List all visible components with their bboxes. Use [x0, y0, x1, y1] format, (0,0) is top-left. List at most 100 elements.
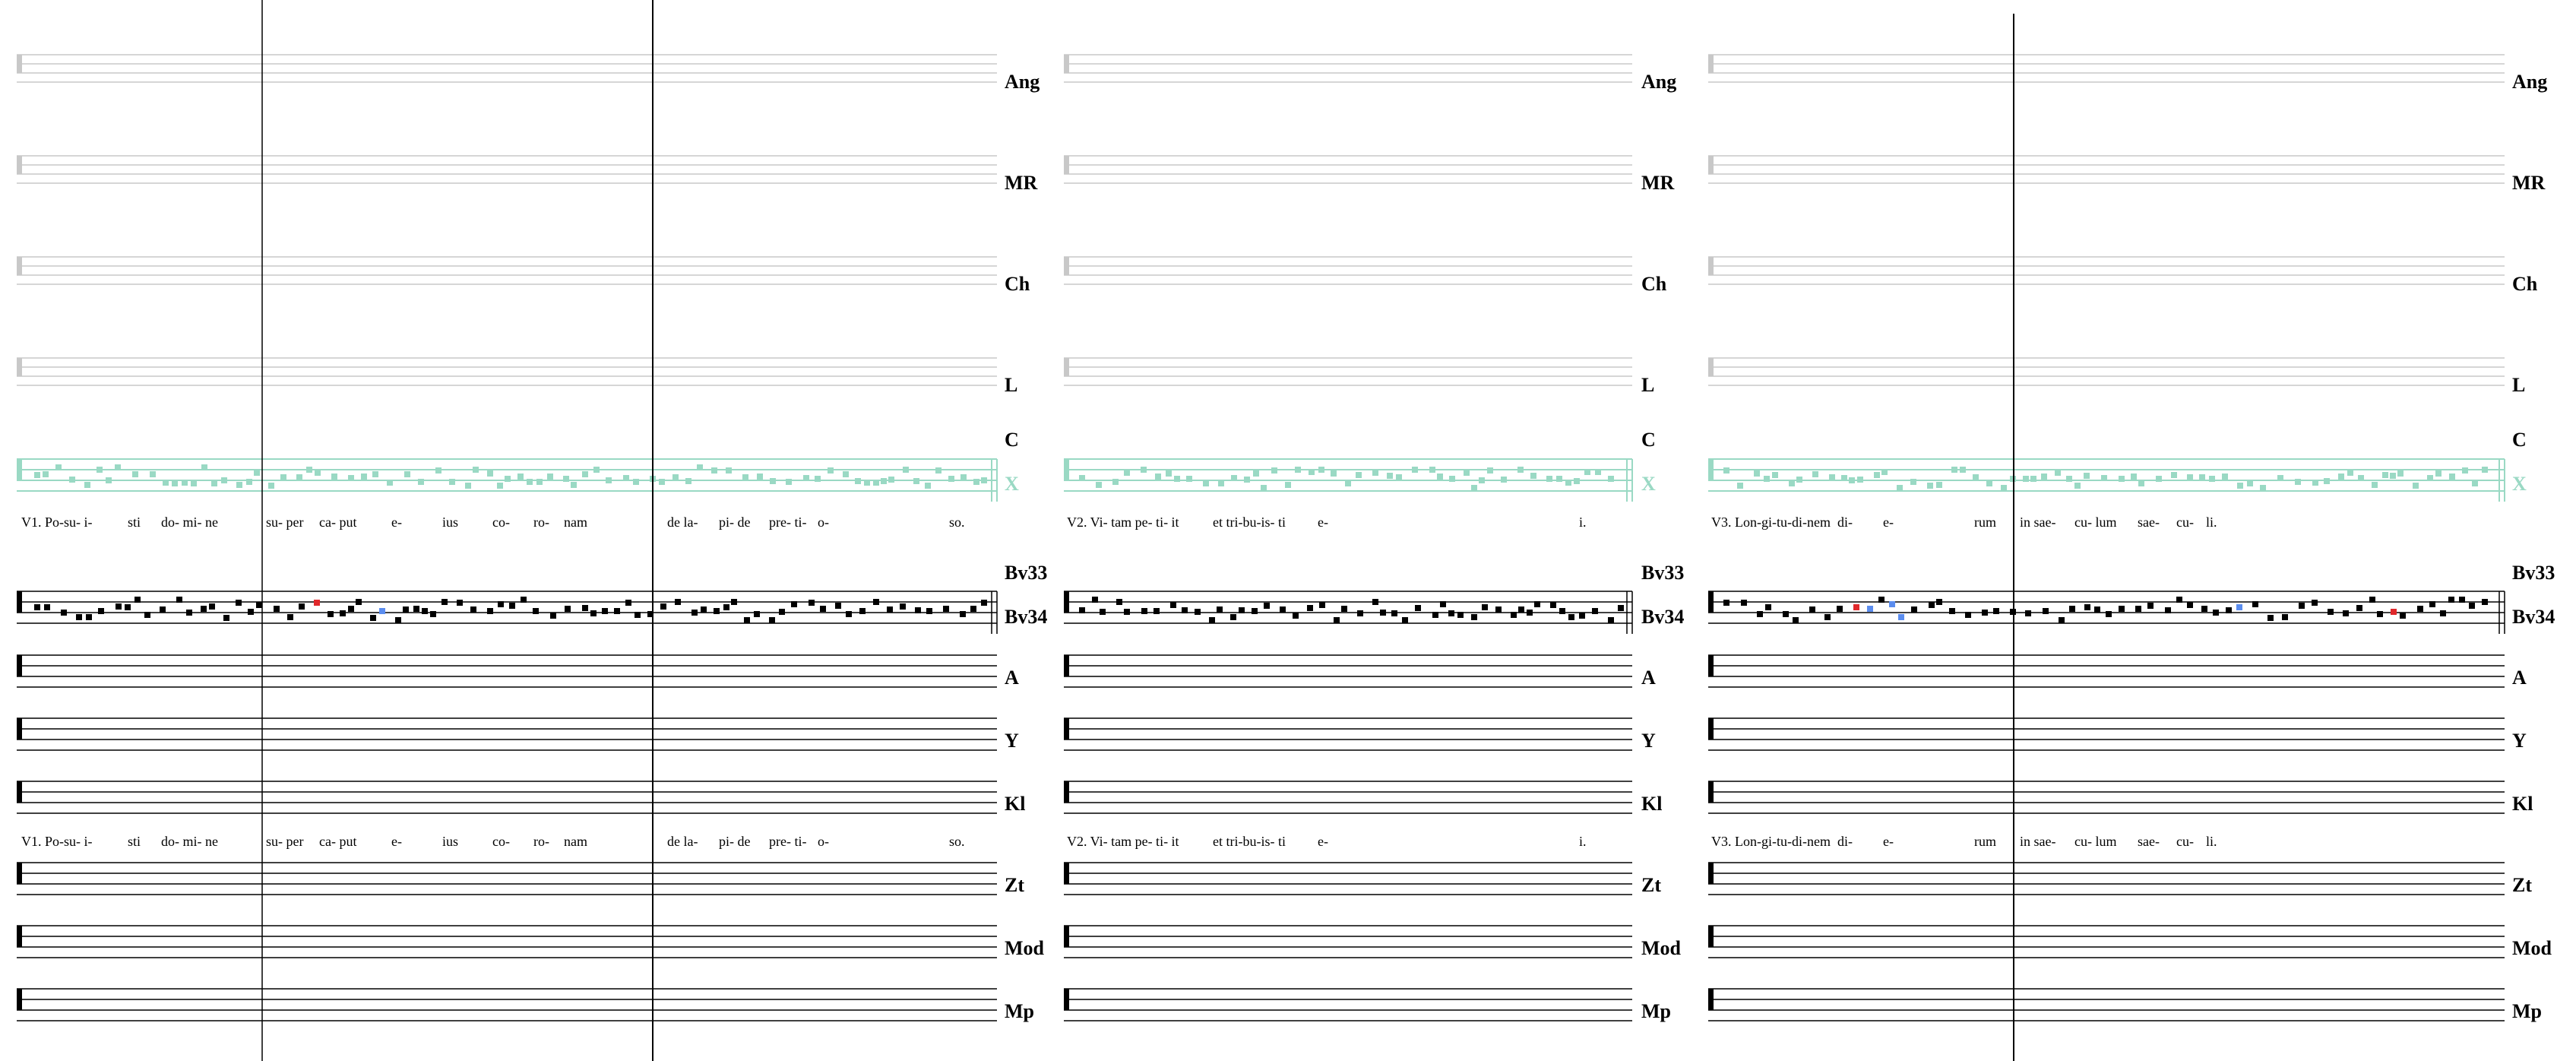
neume-note	[1356, 472, 1362, 478]
neume-note	[361, 473, 367, 480]
lyric-text: sae-	[2138, 834, 2160, 849]
lyric-text: sti	[128, 834, 141, 849]
neume-note	[1166, 470, 1172, 477]
neume-note	[1319, 602, 1325, 608]
neume-note	[2025, 610, 2031, 616]
lyric-text: V3. Lon-gi-tu-di-nem	[1711, 834, 1831, 849]
staff-label: MR	[2512, 172, 2546, 194]
neume-note	[201, 606, 207, 612]
neume-note	[1911, 607, 1917, 613]
staff-mr	[1064, 155, 1632, 184]
neume-note	[1559, 608, 1565, 614]
neume-note	[1487, 467, 1493, 473]
neume-note	[970, 606, 976, 612]
staff-label: Kl	[2512, 793, 2533, 815]
neume-note	[2469, 603, 2475, 609]
neume-note	[509, 603, 515, 609]
staff-mod	[1708, 925, 2505, 958]
neume-note	[2427, 475, 2433, 481]
neume-note	[2372, 482, 2378, 488]
neume-note	[2066, 476, 2072, 482]
lyric-text: ius	[442, 834, 458, 849]
staff-label: Mod	[1641, 937, 1682, 959]
neume-note	[1517, 467, 1524, 473]
neume-note	[1092, 597, 1098, 603]
staff-ang	[1064, 54, 1632, 83]
neume-note	[623, 475, 629, 481]
neume-note	[370, 615, 376, 621]
lyric-text: ca- put	[319, 515, 356, 530]
neume-note	[314, 600, 320, 606]
staff-label: MR	[1005, 172, 1038, 194]
neume-note	[1741, 600, 1747, 606]
neume-note	[1993, 608, 1999, 614]
staff-l	[1064, 357, 1632, 386]
neume-note	[2084, 604, 2090, 610]
neume-note	[2312, 600, 2318, 606]
neume-note	[1949, 608, 1955, 614]
neume-note	[711, 467, 717, 473]
neume-note	[2440, 610, 2446, 616]
staff-y	[1064, 717, 1632, 751]
neume-note	[915, 607, 921, 613]
staff-label: Ch	[2512, 273, 2538, 295]
lyric-text: i.	[1579, 834, 1587, 849]
staff-zt	[1064, 862, 1632, 895]
neume-note	[1556, 476, 1562, 482]
staff-ang	[1708, 54, 2505, 83]
neume-note	[2135, 606, 2141, 612]
neume-note	[182, 480, 188, 486]
neume-note	[1824, 614, 1831, 620]
neume-note	[2312, 480, 2318, 486]
neume-note	[256, 602, 262, 608]
neume-note	[602, 608, 608, 614]
neume-note	[960, 474, 967, 480]
clef-icon	[1064, 863, 1069, 1010]
staff-mp	[1064, 988, 1632, 1021]
neume-note	[547, 473, 553, 480]
lyric-text: ro-	[533, 834, 549, 849]
lyric-text: e-	[1883, 515, 1894, 530]
clef-icon	[17, 655, 22, 803]
neume-note	[873, 599, 879, 605]
neume-note	[672, 474, 679, 480]
neume-note	[2299, 603, 2305, 609]
neume-note	[2347, 470, 2353, 476]
neume-note	[116, 603, 122, 610]
neume-note	[2328, 609, 2334, 615]
staff-zt	[17, 862, 997, 895]
neume-note	[948, 476, 954, 482]
staff-label: Zt	[1641, 874, 1661, 896]
neume-note	[1391, 610, 1397, 616]
neume-note	[873, 480, 879, 486]
neume-note	[1440, 601, 1446, 607]
neume-note	[223, 615, 229, 621]
neume-note	[2397, 470, 2404, 477]
neume-note	[150, 471, 156, 477]
neume-note	[1372, 470, 1378, 476]
neume-note	[61, 610, 67, 616]
neume-note	[943, 606, 949, 612]
neume-note	[1264, 603, 1270, 609]
neume-note	[69, 477, 75, 483]
neume-note	[1960, 467, 1966, 473]
neume-note	[744, 617, 750, 623]
neume-note	[1829, 474, 1835, 480]
staff-mr	[1708, 155, 2505, 184]
neume-note	[1837, 606, 1843, 612]
neume-note	[356, 599, 362, 605]
neume-note	[1141, 608, 1147, 614]
neume-note	[1608, 476, 1614, 482]
neume-note	[1527, 610, 1533, 616]
lyric-text: di-	[1837, 515, 1853, 530]
neume-note	[565, 606, 571, 612]
neume-note	[926, 608, 932, 614]
neume-note	[2094, 607, 2100, 613]
neume-note	[1929, 602, 1935, 608]
neume-note	[2106, 611, 2112, 617]
neume-note	[430, 611, 436, 617]
neume-note	[306, 467, 312, 473]
neume-note	[2147, 603, 2154, 609]
neume-note	[403, 607, 409, 613]
neume-note	[1429, 467, 1435, 473]
